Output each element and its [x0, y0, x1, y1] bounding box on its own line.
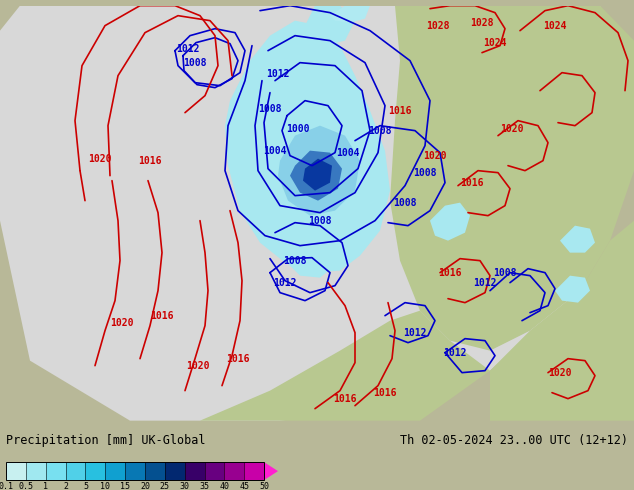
Bar: [205, 462, 224, 480]
Text: 30: 30: [179, 482, 190, 490]
Text: 40: 40: [219, 482, 230, 490]
Bar: [184, 462, 205, 480]
Text: 1028: 1028: [470, 18, 494, 27]
Bar: [224, 462, 244, 480]
Bar: [26, 462, 46, 480]
Text: 1: 1: [43, 482, 48, 490]
Text: 1020: 1020: [88, 154, 112, 164]
Text: 1020: 1020: [110, 318, 134, 328]
Text: 1008: 1008: [183, 58, 207, 68]
Text: 1020: 1020: [500, 123, 524, 134]
Polygon shape: [430, 203, 470, 241]
Text: 1008: 1008: [258, 104, 281, 114]
Text: 1024: 1024: [483, 38, 507, 48]
Bar: [6, 462, 26, 480]
Polygon shape: [264, 462, 278, 480]
Polygon shape: [290, 150, 342, 200]
Text: 1000: 1000: [286, 123, 310, 134]
Polygon shape: [287, 243, 335, 278]
Text: 1004: 1004: [263, 146, 287, 156]
Bar: [125, 462, 145, 480]
Text: 10: 10: [100, 482, 110, 490]
Text: 1016: 1016: [138, 156, 162, 166]
Polygon shape: [560, 226, 595, 253]
Text: 1016: 1016: [373, 388, 397, 398]
Text: 1008: 1008: [393, 197, 417, 208]
Polygon shape: [305, 6, 355, 46]
Text: Th 02-05-2024 23..00 UTC (12+12): Th 02-05-2024 23..00 UTC (12+12): [400, 434, 628, 447]
Text: 1020: 1020: [186, 361, 210, 370]
Text: 20: 20: [140, 482, 150, 490]
Text: 0.1: 0.1: [0, 482, 13, 490]
Text: 2: 2: [63, 482, 68, 490]
Text: 1016: 1016: [438, 268, 462, 278]
Polygon shape: [380, 6, 634, 351]
Text: 1012: 1012: [473, 278, 497, 288]
Text: 1008: 1008: [283, 256, 307, 266]
Bar: [145, 462, 165, 480]
Text: 1024: 1024: [543, 21, 567, 31]
Text: 15: 15: [120, 482, 130, 490]
Text: 1020: 1020: [424, 150, 447, 161]
Polygon shape: [555, 276, 590, 303]
Polygon shape: [0, 6, 634, 420]
Text: 1008: 1008: [368, 125, 392, 136]
Bar: [46, 462, 65, 480]
Polygon shape: [303, 159, 332, 191]
Bar: [244, 462, 264, 480]
Text: 1012: 1012: [176, 44, 200, 53]
Text: 1008: 1008: [493, 268, 517, 278]
Text: 1004: 1004: [336, 147, 359, 158]
Text: 0.5: 0.5: [18, 482, 34, 490]
Text: 1012: 1012: [443, 347, 467, 358]
Text: 1016: 1016: [333, 393, 357, 404]
Text: 1020: 1020: [548, 368, 572, 378]
Bar: [165, 462, 184, 480]
Polygon shape: [490, 220, 634, 420]
Bar: [6, 462, 264, 480]
Text: 1016: 1016: [460, 178, 484, 188]
Polygon shape: [330, 6, 370, 23]
Text: 1012: 1012: [403, 328, 427, 338]
Text: 25: 25: [160, 482, 170, 490]
Polygon shape: [225, 21, 390, 272]
Text: 50: 50: [259, 482, 269, 490]
Text: 35: 35: [200, 482, 209, 490]
Text: 1028: 1028: [426, 21, 450, 31]
Polygon shape: [200, 311, 490, 420]
Text: 1008: 1008: [308, 216, 332, 226]
Text: 1016: 1016: [388, 106, 411, 116]
Text: 5: 5: [83, 482, 88, 490]
Text: 1016: 1016: [150, 311, 174, 320]
Bar: [105, 462, 125, 480]
Text: 45: 45: [239, 482, 249, 490]
Text: 1008: 1008: [413, 168, 437, 178]
Text: 1012: 1012: [266, 69, 290, 79]
Text: 1016: 1016: [226, 354, 250, 364]
Bar: [86, 462, 105, 480]
Text: 1012: 1012: [273, 278, 297, 288]
Text: Precipitation [mm] UK-Global: Precipitation [mm] UK-Global: [6, 434, 205, 447]
Polygon shape: [278, 125, 360, 216]
Bar: [65, 462, 86, 480]
